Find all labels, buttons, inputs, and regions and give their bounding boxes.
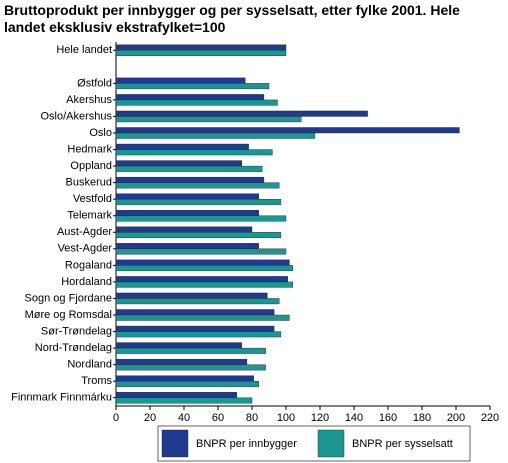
bar — [115, 182, 280, 189]
bar — [115, 198, 282, 205]
bar — [115, 193, 260, 200]
bar — [115, 397, 253, 404]
bar — [115, 44, 287, 51]
bar — [115, 380, 260, 387]
bar — [115, 149, 273, 156]
bar — [115, 132, 316, 139]
chart-title: Bruttoprodukt per innbygger og per sysse… — [4, 2, 460, 35]
bar — [115, 325, 275, 332]
y-tick-label: Vest-Agder — [58, 243, 113, 255]
x-tick-label: 120 — [311, 412, 329, 424]
bar — [115, 342, 243, 349]
bar — [115, 331, 282, 338]
bar — [115, 314, 290, 321]
bar — [115, 281, 294, 288]
bar — [115, 127, 460, 134]
bar — [115, 226, 253, 233]
bar — [115, 176, 265, 183]
x-tick-label: 200 — [447, 412, 465, 424]
bar — [115, 392, 237, 398]
y-tick-label: Oslo — [89, 127, 112, 139]
x-tick-label: 0 — [113, 412, 119, 424]
y-tick-label: Oslo/Akershus — [40, 110, 112, 122]
legend-label: BNPR per sysselsatt — [352, 438, 453, 450]
y-tick-label: Hele landet — [56, 44, 112, 56]
bar — [115, 232, 282, 238]
bar — [115, 243, 260, 250]
y-tick-label: Sogn og Fjordane — [25, 292, 112, 304]
bar — [115, 83, 270, 90]
legend-swatch — [161, 429, 189, 458]
x-tick-label: 160 — [379, 412, 397, 424]
x-tick-label: 20 — [144, 412, 156, 424]
bar — [115, 292, 268, 299]
bar — [115, 99, 278, 106]
bar — [115, 276, 288, 283]
y-tick-label: Østfold — [77, 77, 112, 89]
bar — [115, 160, 243, 167]
bar — [115, 298, 280, 305]
bar — [115, 50, 287, 56]
x-tick-label: 40 — [178, 412, 190, 424]
y-tick-label: Hedmark — [67, 143, 112, 155]
bar — [115, 143, 249, 150]
legend-box — [157, 425, 471, 462]
y-tick-label: Møre og Romsdal — [25, 309, 112, 321]
bar — [115, 309, 275, 316]
bar — [115, 210, 260, 216]
bar — [115, 116, 302, 123]
y-tick-label: Finnmark Finnmárku — [11, 392, 112, 404]
y-tick-label: Nord-Trøndelag — [35, 342, 112, 354]
x-tick-label: 220 — [481, 412, 499, 424]
bar — [115, 265, 294, 272]
bar — [115, 248, 287, 255]
x-tick-label: 100 — [277, 412, 295, 424]
x-tick-label: 60 — [212, 412, 224, 424]
bar — [115, 358, 248, 365]
y-tick-label: Aust-Agder — [57, 226, 112, 238]
y-tick-label: Buskerud — [66, 177, 112, 189]
x-tick-label: 80 — [246, 412, 258, 424]
y-tick-label: Troms — [81, 375, 112, 387]
bar — [115, 165, 263, 172]
x-tick-label: 140 — [345, 412, 363, 424]
bar — [115, 215, 287, 222]
y-tick-label: Akershus — [66, 94, 112, 106]
bar — [115, 110, 368, 117]
bar — [115, 259, 290, 266]
bar — [115, 94, 265, 101]
bar — [115, 375, 254, 382]
y-tick-label: Rogaland — [65, 259, 112, 271]
bar — [115, 77, 246, 84]
bar — [115, 347, 266, 354]
y-tick-label: Telemark — [67, 210, 112, 222]
y-tick-label: Sør-Trøndelag — [41, 325, 112, 337]
bar — [115, 364, 266, 371]
legend-label: BNPR per innbygger — [196, 438, 297, 450]
y-tick-label: Oppland — [70, 160, 112, 172]
y-tick-label: Vestfold — [73, 193, 112, 205]
x-tick-label: 180 — [413, 412, 431, 424]
y-tick-label: Hordaland — [61, 276, 112, 288]
y-tick-label: Nordland — [67, 359, 112, 371]
legend-swatch — [317, 429, 345, 458]
